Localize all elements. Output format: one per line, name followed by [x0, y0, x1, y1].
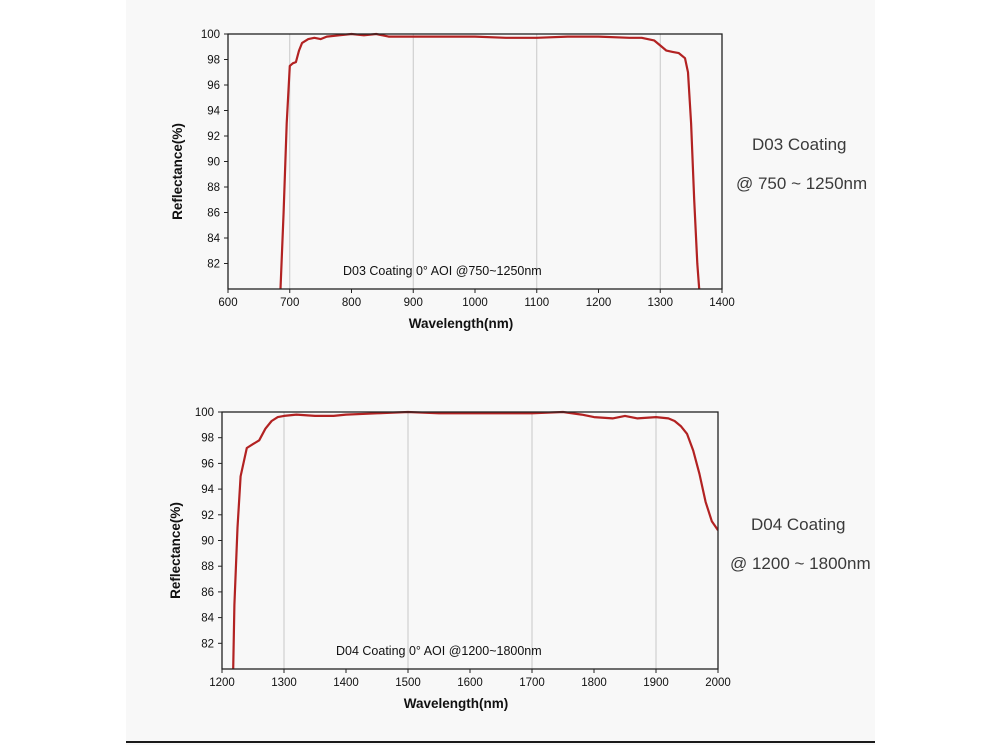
- y-tick-label-90: 90: [201, 536, 214, 548]
- x-tick-label-900: 900: [404, 297, 423, 309]
- x-axis-title: Wavelength(nm): [409, 316, 514, 331]
- y-tick-label-82: 82: [207, 259, 220, 271]
- x-tick-label-1100: 1100: [524, 297, 549, 309]
- d03-side-title: D03 Coating: [752, 135, 847, 154]
- d04-side-title: D04 Coating: [751, 515, 846, 534]
- x-tick-label-1300: 1300: [271, 677, 297, 689]
- figure-panel: [126, 0, 875, 745]
- x-tick-label-1800: 1800: [581, 677, 607, 689]
- coating-annotation: D04 Coating 0° AOI @1200~1800nm: [336, 644, 542, 658]
- y-tick-label-82: 82: [201, 638, 214, 650]
- plot-frame: [227, 33, 723, 290]
- y-tick-label-96: 96: [201, 458, 214, 470]
- x-tick-label-600: 600: [218, 297, 237, 309]
- x-tick-label-1500: 1500: [395, 677, 421, 689]
- x-axis-title: Wavelength(nm): [404, 696, 509, 711]
- plot-frame: [221, 411, 719, 670]
- y-tick-label-88: 88: [201, 561, 214, 573]
- x-tick-label-1000: 1000: [462, 297, 488, 309]
- x-tick-label-1200: 1200: [209, 677, 235, 689]
- x-tick-label-1300: 1300: [647, 297, 673, 309]
- reflectance-curve-0: [232, 410, 718, 669]
- x-tick-label-1900: 1900: [643, 677, 669, 689]
- x-tick-label-1400: 1400: [709, 297, 735, 309]
- y-tick-label-88: 88: [207, 182, 220, 194]
- y-tick-label-94: 94: [201, 484, 214, 496]
- x-tick-label-1600: 1600: [457, 677, 483, 689]
- x-tick-label-700: 700: [280, 297, 299, 309]
- y-tick-label-100: 100: [195, 407, 214, 419]
- y-tick-label-98: 98: [207, 55, 220, 67]
- x-tick-label-1700: 1700: [519, 677, 545, 689]
- y-tick-label-100: 100: [201, 29, 220, 41]
- y-tick-label-84: 84: [201, 613, 214, 625]
- d04-side-range: @ 1200 ~ 1800nm: [730, 554, 871, 573]
- d03-side-range: @ 750 ~ 1250nm: [736, 174, 868, 193]
- x-tick-label-2000: 2000: [705, 677, 731, 689]
- y-tick-label-84: 84: [207, 233, 220, 245]
- y-axis-title: Reflectance(%): [168, 502, 183, 599]
- y-tick-label-90: 90: [207, 157, 220, 169]
- y-axis-title: Reflectance(%): [170, 123, 185, 220]
- x-tick-label-1200: 1200: [586, 297, 612, 309]
- coating-annotation: D03 Coating 0° AOI @750~1250nm: [343, 264, 542, 278]
- x-tick-label-800: 800: [342, 297, 361, 309]
- y-tick-label-94: 94: [207, 106, 220, 118]
- y-tick-label-86: 86: [207, 208, 220, 220]
- y-tick-label-86: 86: [201, 587, 214, 599]
- d04-reflectance-chart: 82 84 86 88 90 92 94 96 98 100 1200 1300 1400 1500 160…: [168, 407, 731, 711]
- d03-reflectance-chart: 82 84 86 88 90 92 94 96 98 100 600 700 800 900 1000 110…: [170, 29, 735, 331]
- y-tick-label-92: 92: [201, 510, 214, 522]
- x-tick-label-1400: 1400: [333, 677, 359, 689]
- y-tick-label-98: 98: [201, 433, 214, 445]
- y-tick-label-92: 92: [207, 131, 220, 143]
- bottom-divider: [126, 741, 875, 743]
- reflectance-curve-0: [279, 32, 701, 289]
- y-tick-label-96: 96: [207, 80, 220, 92]
